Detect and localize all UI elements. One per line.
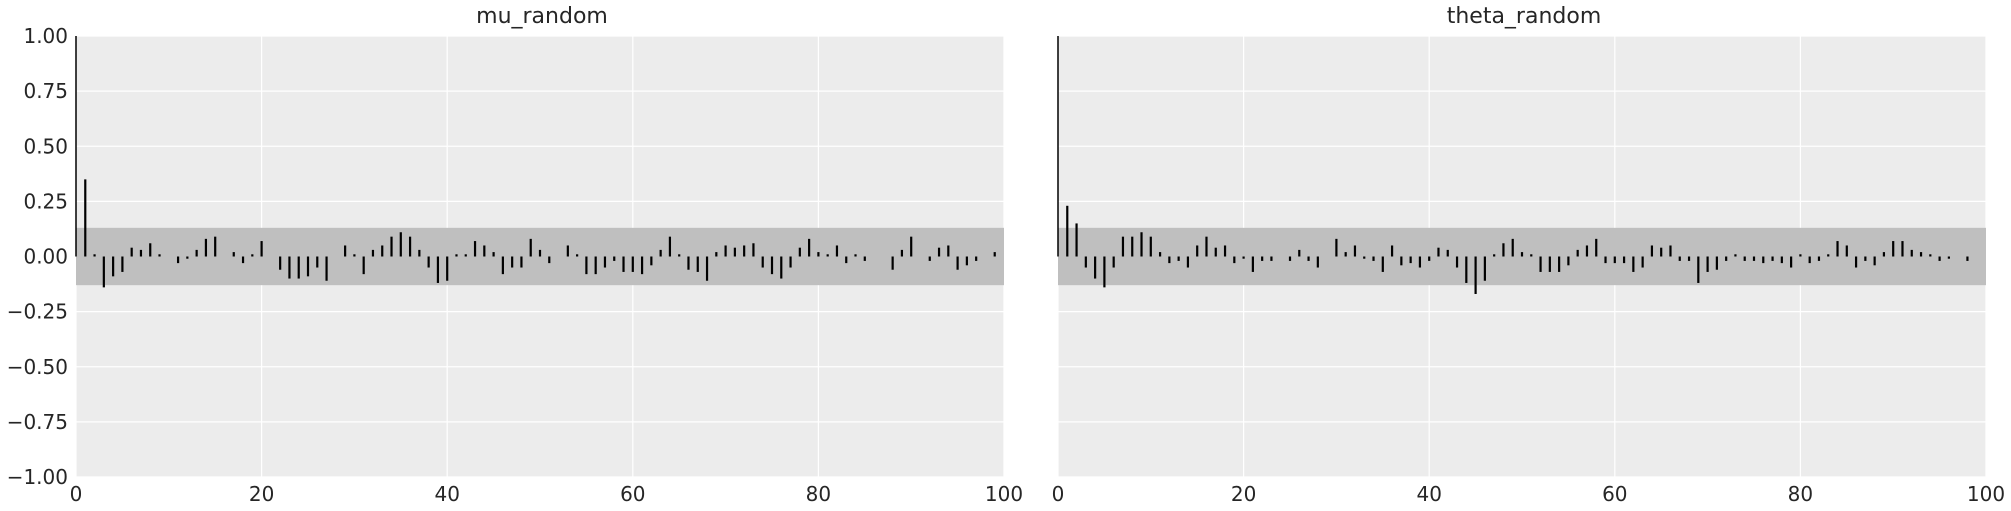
- acf-panel-mu-random: 0 20 40 60 80 100 1.00 0.75 0.50 0.25 0.00 −0.25 −0.…: [7, 24, 1023, 506]
- x-tick-label: 0: [70, 482, 83, 506]
- y-tick-label: 0.25: [23, 189, 68, 213]
- chart-title-mu-random: mu_random: [476, 4, 608, 29]
- x-tick-label: 20: [1231, 482, 1256, 506]
- y-tick-label: 0.00: [23, 245, 68, 269]
- x-tick-label: 0: [1052, 482, 1065, 506]
- x-tick-label: 60: [620, 482, 645, 506]
- x-tick-label: 100: [1967, 482, 2005, 506]
- x-tick-label: 40: [434, 482, 459, 506]
- y-tick-label: 0.50: [23, 134, 68, 158]
- x-tick-label: 80: [1788, 482, 1813, 506]
- y-tick-label: 1.00: [23, 24, 68, 48]
- y-tick-label: −0.75: [7, 410, 68, 434]
- y-tick-label: 0.75: [23, 79, 68, 103]
- x-tick-label: 20: [249, 482, 274, 506]
- y-tick-label: −0.25: [7, 300, 68, 324]
- y-tick-label: −0.50: [7, 355, 68, 379]
- x-tick-label: 60: [1602, 482, 1627, 506]
- chart-title-theta-random: theta_random: [1446, 4, 1602, 29]
- acf-panel-theta-random: 0 20 40 60 80 100: [1052, 35, 2005, 506]
- x-tick-label: 40: [1416, 482, 1441, 506]
- y-tick-label: −1.00: [7, 465, 68, 489]
- x-tick-label: 80: [806, 482, 831, 506]
- x-tick-label: 100: [985, 482, 1023, 506]
